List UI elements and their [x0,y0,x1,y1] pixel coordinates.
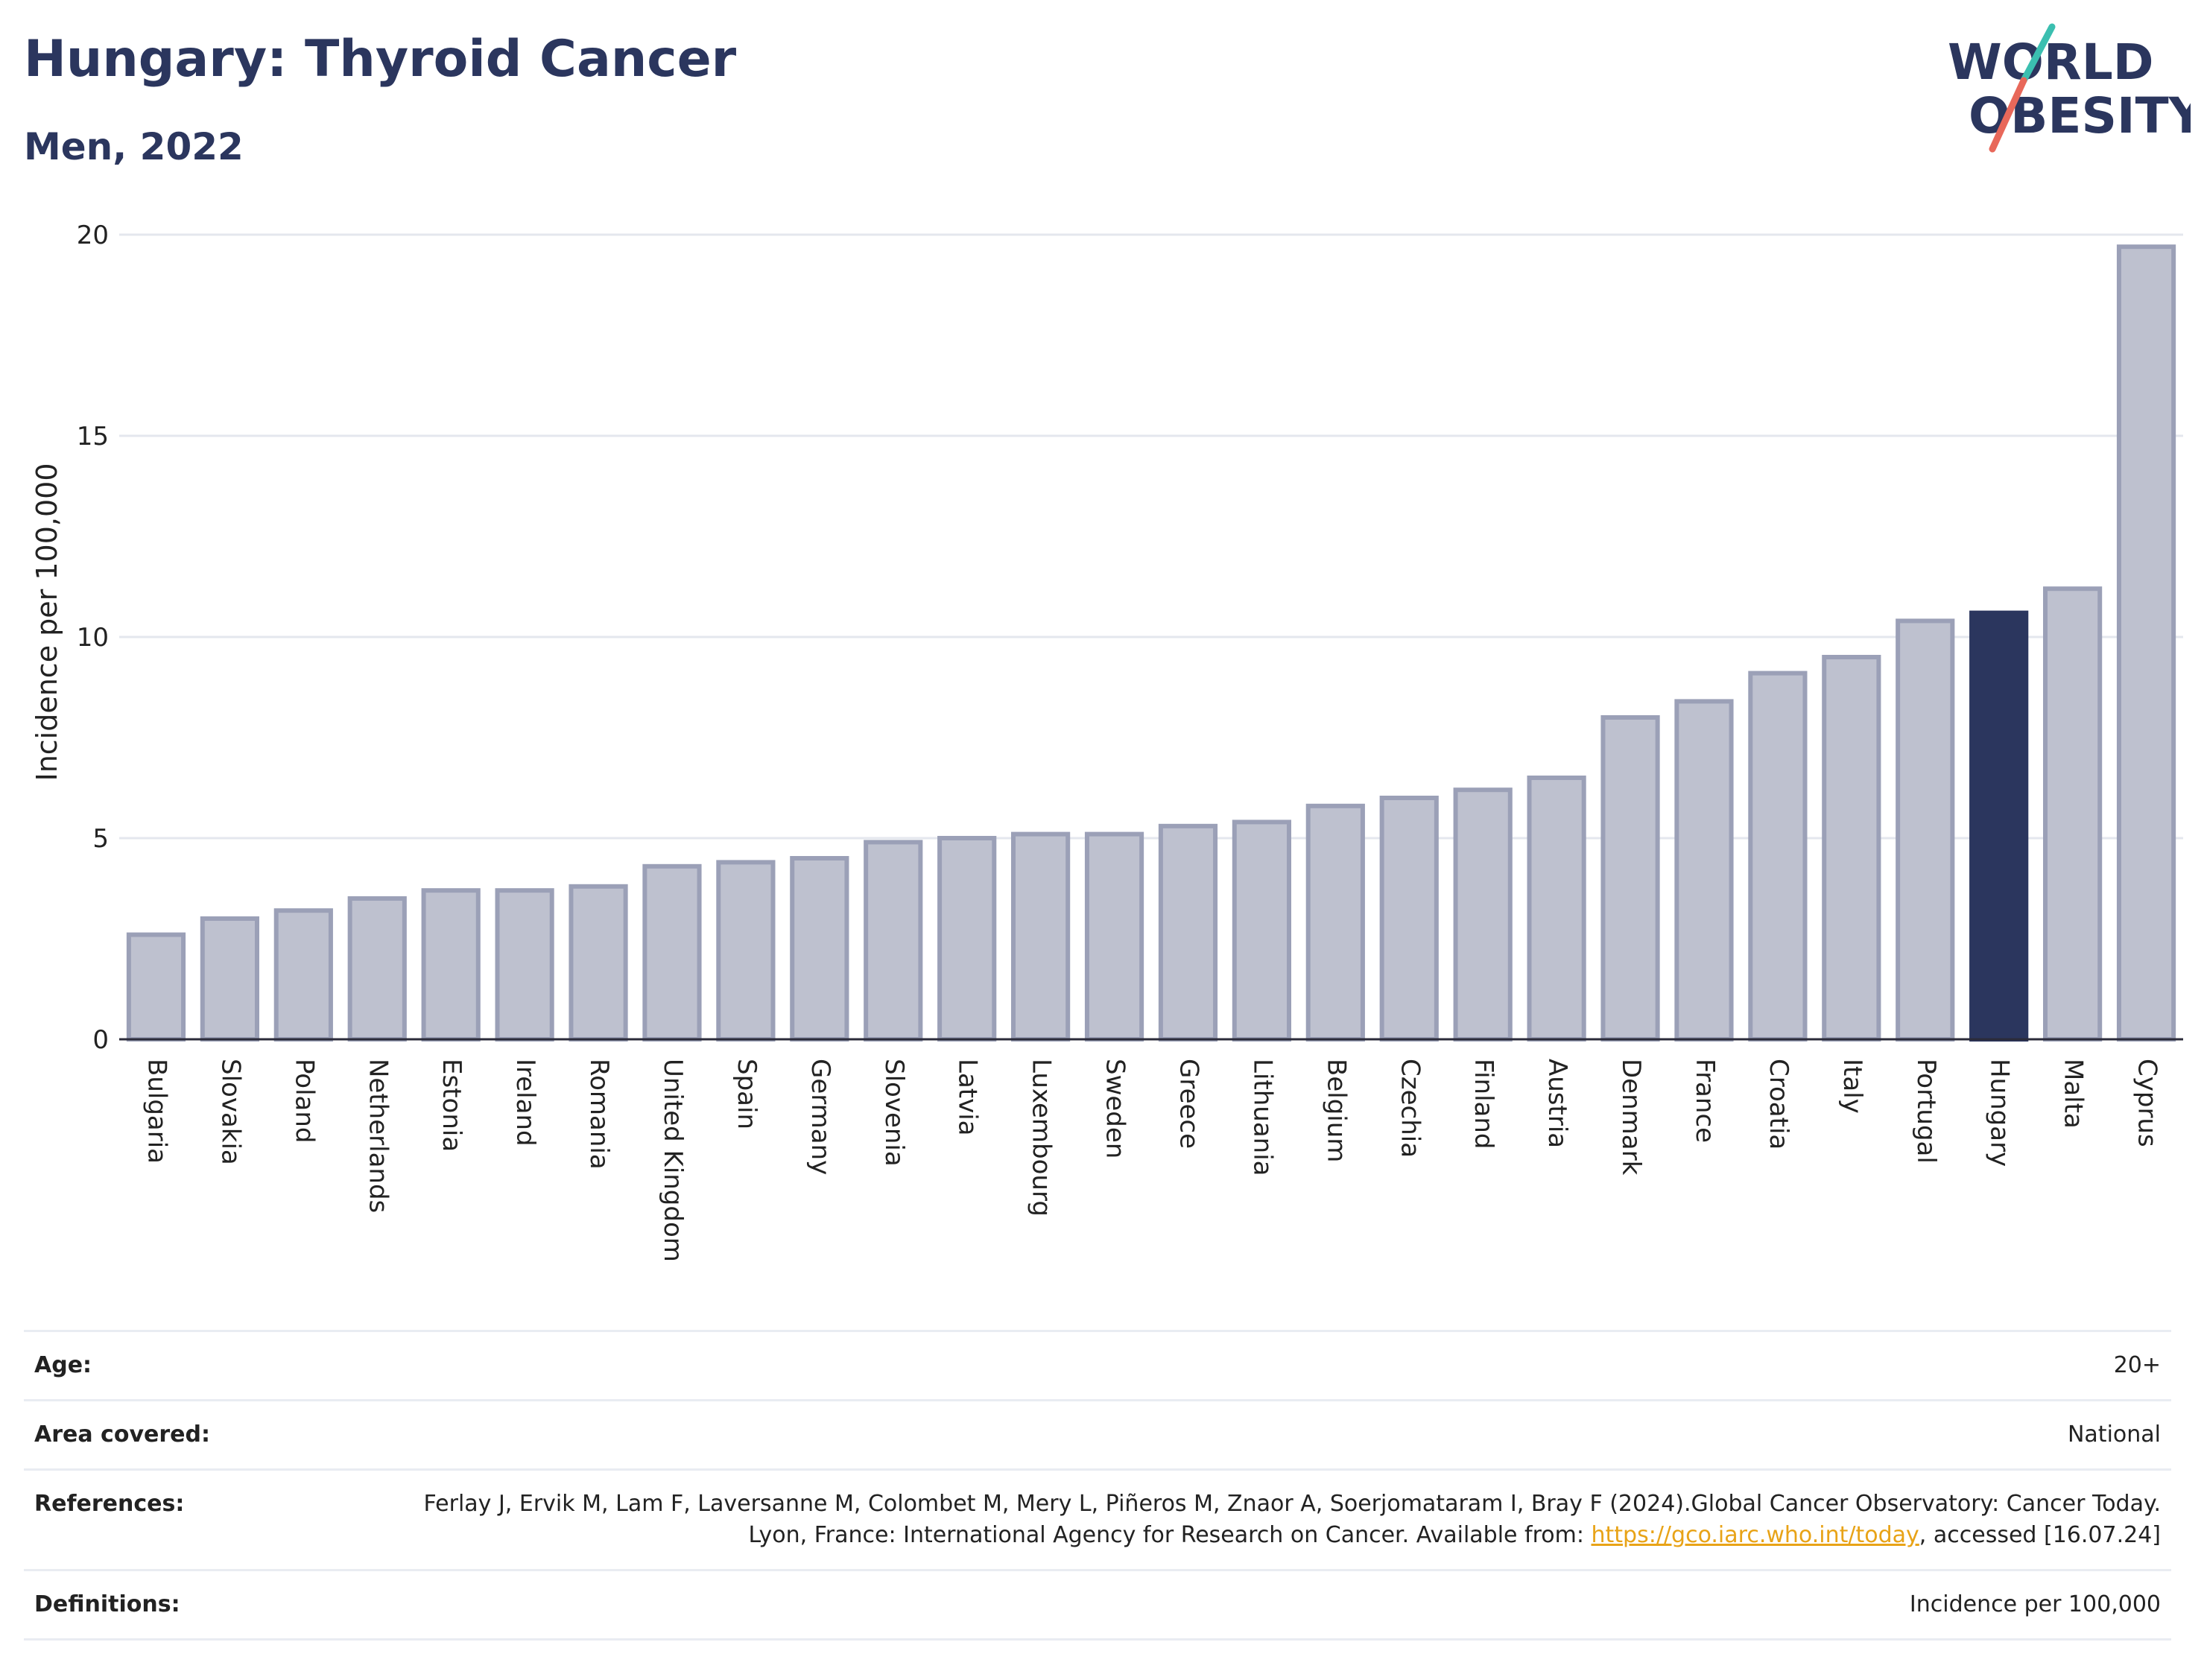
bar-lithuania [1232,820,1291,1042]
bar-portugal [1896,618,1955,1042]
chart-title: Hungary: Thyroid Cancer [24,30,737,89]
y-tick-label: 5 [92,824,109,854]
x-tick-label: Slovakia [215,1059,245,1165]
x-tick-label: France [1690,1059,1720,1143]
y-tick-label: 10 [77,623,109,653]
bar-sweden [1084,831,1144,1042]
bar-estonia [421,888,481,1042]
age-value: 20+ [358,1330,2171,1401]
bar-belgium [1305,803,1365,1042]
x-tick-label: Czechia [1395,1059,1425,1158]
bar-ireland [495,888,554,1042]
references-value: Ferlay J, Ervik M, Lam F, Laversanne M, … [358,1468,2171,1570]
age-label: Age: [24,1330,358,1401]
y-tick-label: 0 [92,1025,109,1055]
bar-austria [1527,776,1586,1042]
x-tick-label: Austria [1542,1059,1572,1148]
x-tick-label: Finland [1469,1059,1498,1150]
bar-slovenia [864,840,923,1042]
x-tick-label: Netherlands [363,1059,393,1213]
bar-denmark [1600,715,1660,1042]
x-tick-label: Luxembourg [1027,1059,1057,1217]
x-tick-label: Bulgaria [142,1059,171,1164]
bar-germany [790,856,849,1042]
x-tick-label: Cyprus [2132,1059,2162,1147]
y-axis-title: Incidence per 100,000 [31,463,63,781]
bar-spain [716,860,776,1042]
x-tick-label: Greece [1174,1059,1203,1149]
bar-cyprus [2116,244,2176,1042]
definitions-row: Definitions: Incidence per 100,000 [24,1569,2171,1641]
bar-poland [273,908,333,1042]
x-tick-label: Ireland [510,1059,540,1147]
x-tick-label: United Kingdom [658,1059,688,1262]
x-tick-label: Malta [2059,1059,2089,1129]
bar-czechia [1379,796,1439,1042]
x-tick-label: Hungary [1985,1059,2015,1167]
logo-line-1: WORLD [1948,34,2154,91]
bar-italy [1822,655,1881,1042]
bar-france [1674,699,1734,1042]
bar-netherlands [347,896,407,1042]
x-tick-label: Slovenia [879,1059,909,1167]
area-row: Area covered: National [24,1399,2171,1470]
bar-malta [2043,586,2103,1042]
references-text-2: , accessed [16.07.24] [1919,1522,2161,1548]
age-row: Age: 20+ [24,1330,2171,1401]
world-obesity-logo: WORLD OBESITY [1948,23,2191,153]
bar-hungary [1969,610,2029,1042]
bar-luxembourg [1011,831,1071,1042]
x-tick-label: Lithuania [1247,1059,1277,1176]
x-tick-label: Italy [1837,1059,1867,1114]
y-tick-label: 15 [77,422,109,451]
x-tick-label: Germany [805,1059,835,1175]
x-axis-tick-labels: Bulgaria Slovakia Poland Netherlands Estonia… [142,1059,2162,1262]
bar-latvia [937,836,997,1042]
x-tick-label: Spain [732,1059,761,1129]
y-tick-label: 20 [77,221,109,250]
chart-subtitle: Men, 2022 [24,125,244,168]
area-value: National [358,1399,2171,1470]
references-label: References: [24,1468,358,1570]
y-axis-tick-labels: 0 5 10 15 20 [77,221,109,1055]
x-tick-label: Latvia [953,1059,983,1136]
x-tick-label: Poland [289,1059,319,1144]
definitions-label: Definitions: [24,1569,358,1641]
logo-slash-bottom [1989,77,2027,153]
bar-chart: 0 5 10 15 20 Bulgaria Slovakia Poland Netherlan… [31,221,2183,1262]
x-tick-label: Romania [584,1059,614,1170]
bar-slovakia [200,916,259,1042]
bar-romania [569,884,628,1042]
x-tick-label: Portugal [1911,1059,1941,1164]
logo-slash-top [2020,23,2056,84]
x-tick-label: Denmark [1616,1059,1646,1176]
bar-bulgaria [126,932,186,1042]
bar-finland [1453,787,1513,1042]
x-tick-label: Sweden [1101,1059,1130,1158]
bar-united-kingdom [642,863,702,1042]
metadata-table: Age: 20+ Area covered: National Referenc… [24,1330,2171,1641]
references-link[interactable]: https://gco.iarc.who.int/today [1591,1522,1919,1548]
x-tick-label: Belgium [1321,1059,1351,1162]
area-label: Area covered: [24,1399,358,1470]
bar-greece [1158,823,1218,1042]
bar-croatia [1748,671,1808,1042]
references-row: References: Ferlay J, Ervik M, Lam F, La… [24,1468,2171,1570]
definitions-value: Incidence per 100,000 [358,1569,2171,1641]
x-tick-label: Estonia [437,1059,466,1152]
bars [126,244,2176,1042]
x-tick-label: Croatia [1764,1059,1793,1150]
references-text-1: Ferlay J, Ervik M, Lam F, Laversanne M, … [423,1491,2161,1548]
